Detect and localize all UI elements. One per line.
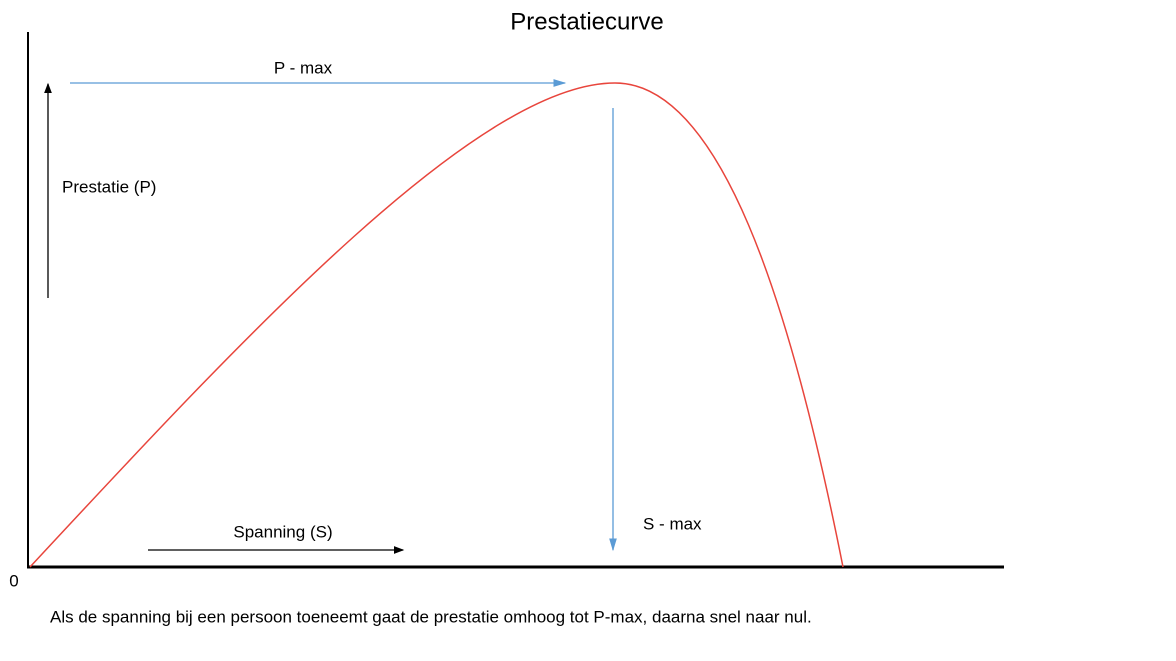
performance-curve bbox=[29, 82, 844, 568]
title: Prestatiecurve bbox=[510, 8, 663, 35]
origin-label: 0 bbox=[9, 571, 18, 590]
y-axis-label: Prestatie (P) bbox=[62, 177, 156, 196]
peak-label: P - max bbox=[274, 58, 333, 77]
drop-label: S - max bbox=[643, 514, 702, 533]
x-axis-label: Spanning (S) bbox=[233, 522, 332, 541]
caption: Als de spanning bij een persoon toeneemt… bbox=[50, 607, 812, 626]
